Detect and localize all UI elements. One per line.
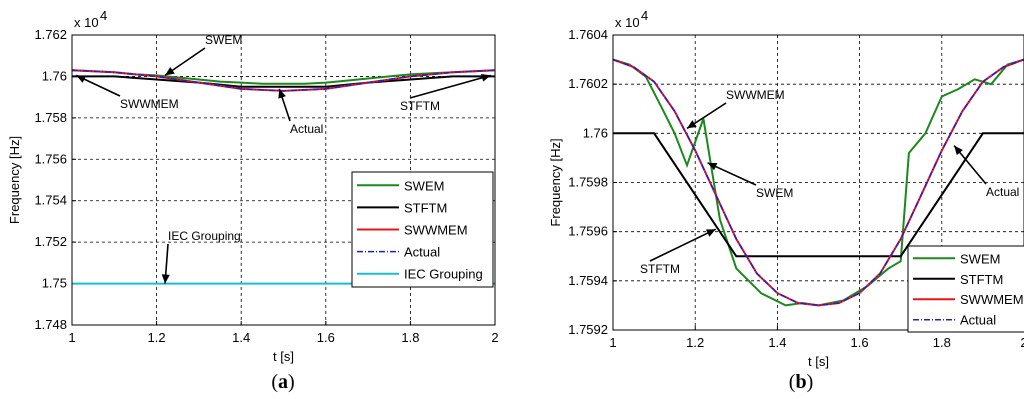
x-tick-label: 1.8 (401, 330, 419, 345)
legend-entry: SWWMEM (404, 223, 468, 238)
y-tick-label: 1.748 (34, 317, 67, 332)
x-tick-label: 1.2 (686, 335, 704, 350)
axis-exponent-label: x 10 (615, 15, 640, 30)
x-tick-label: 1 (609, 335, 616, 350)
legend-entry: STFTM (960, 272, 1003, 287)
x-tick-label: 1.6 (851, 335, 869, 350)
x-tick-label: 1.8 (933, 335, 951, 350)
x-tick-label: 1.4 (232, 330, 250, 345)
y-tick-label: 1.76 (42, 68, 67, 83)
caption-paren-open: ( (789, 371, 796, 393)
chart-panel-a: 1 1.2 1.4 1.6 1.8 2 1.748 1.75 1.752 1.754 1.756 1.… (7, 8, 499, 393)
series-line-stftm (613, 132, 1024, 258)
x-tick-label: 1.4 (768, 335, 786, 350)
annotation-arrowhead (705, 229, 716, 237)
y-axis-label: Frequency [Hz] (7, 136, 22, 224)
x-tick-label: 2 (1020, 335, 1024, 350)
annotation-label: Actual (986, 185, 1019, 199)
legend-entry: Actual (960, 313, 996, 328)
series-line-actual (612, 58, 1024, 307)
series-line-stftm (72, 75, 495, 88)
y-tick-label: 1.7602 (568, 76, 608, 91)
x-axis-label: t [s] (808, 354, 829, 369)
axis-exponent-label: x 10 (74, 15, 99, 30)
y-tick-label: 1.7596 (568, 224, 608, 239)
y-tick-label: 1.7598 (568, 175, 608, 190)
x-tick-label: 1.2 (148, 330, 166, 345)
annotation-arrowhead (76, 75, 87, 83)
x-tick-label: 1 (68, 330, 75, 345)
legend-entry: STFTM (404, 200, 447, 215)
panel-caption: (b) (789, 371, 813, 393)
annotation-arrowhead (954, 145, 963, 156)
caption-paren-close: ) (807, 371, 814, 393)
annotation-arrowhead (707, 162, 718, 171)
series-line-actual (71, 69, 496, 92)
y-tick-label: 1.752 (34, 234, 67, 249)
annotation-arrowhead (481, 73, 491, 82)
axes-frame (612, 34, 1024, 331)
axes-frame (71, 34, 496, 326)
annotation-arrow (409, 74, 491, 99)
y-axis-label: Frequency [Hz] (548, 138, 563, 226)
annotation-label: SWEM (756, 186, 793, 200)
panel-caption: (a) (271, 371, 294, 393)
y-tick-label: 1.756 (34, 151, 67, 166)
annotation-label: SWWMEM (120, 97, 179, 111)
legend-entry: Actual (404, 245, 440, 260)
y-tick-label: 1.76 (583, 125, 608, 140)
y-tick-label: 1.7594 (568, 273, 608, 288)
annotation-label: Actual (290, 122, 323, 136)
caption-paren-open: ( (271, 371, 278, 393)
y-tick-label: 1.75 (42, 276, 67, 291)
annotation-arrowhead (278, 88, 286, 99)
y-tick-label: 1.762 (34, 27, 67, 42)
x-tick-label: 2 (491, 330, 498, 345)
annotation-arrowhead (161, 274, 170, 284)
annotation-arrowhead (165, 67, 175, 76)
y-tick-label: 1.7592 (568, 322, 608, 337)
legend-entry: SWEM (960, 251, 1000, 266)
caption-letter: a (278, 371, 288, 393)
x-tick-label: 1.6 (317, 330, 335, 345)
y-tick-label: 1.754 (34, 193, 67, 208)
legend-entry: SWWMEM (960, 292, 1024, 307)
legend-entry: SWEM (404, 178, 444, 193)
annotation-arrowhead (686, 120, 697, 129)
annotation-label: SWEM (205, 33, 242, 47)
annotation-label: IEC Grouping (168, 229, 241, 243)
y-tick-label: 1.7604 (568, 27, 608, 42)
caption-letter: b (795, 371, 806, 393)
legend-entry: IEC Grouping (404, 267, 483, 282)
annotation-arrow (649, 228, 717, 262)
x-axis-label: t [s] (273, 349, 294, 364)
axis-exponent-power: 4 (100, 8, 107, 23)
annotation-label: STFTM (640, 262, 680, 276)
annotation-label: STFTM (400, 99, 440, 113)
legend-box (907, 245, 1024, 333)
chart-panel-b: 1 1.2 1.4 1.6 1.8 2 1.7592 1.7594 1.7596 1.7598 1.… (548, 8, 1024, 393)
annotation-label: SWWMEM (726, 88, 785, 102)
y-tick-label: 1.758 (34, 110, 67, 125)
caption-paren-close: ) (288, 371, 295, 393)
axis-exponent-power: 4 (641, 8, 648, 23)
